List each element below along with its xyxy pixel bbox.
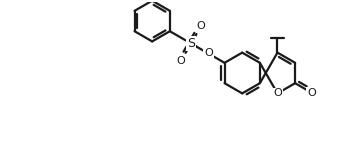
Text: O: O — [177, 55, 185, 66]
Text: O: O — [307, 88, 316, 98]
Text: O: O — [204, 48, 213, 58]
Text: O: O — [197, 21, 205, 31]
Text: S: S — [187, 37, 195, 50]
Text: O: O — [273, 88, 282, 98]
